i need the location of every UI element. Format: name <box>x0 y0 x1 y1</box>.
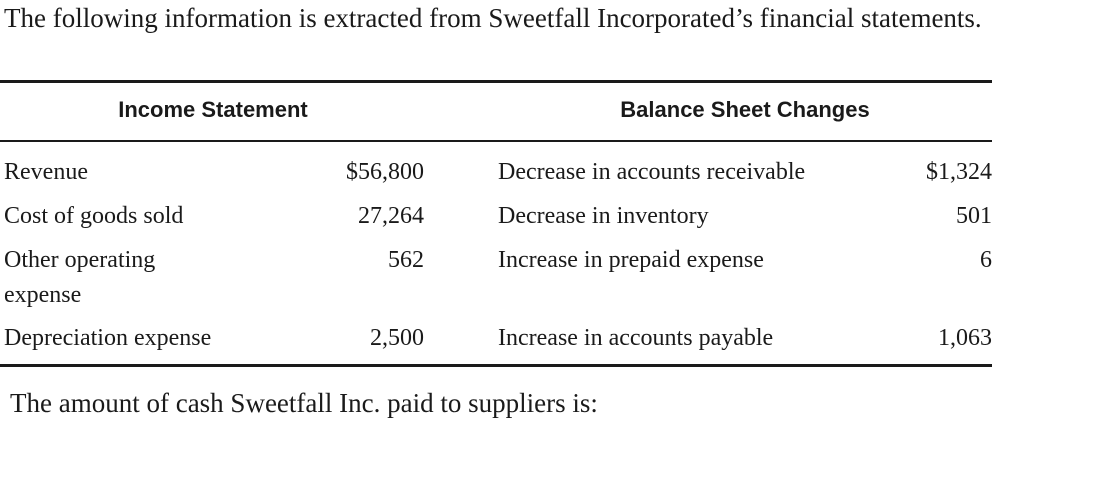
column-header: Income Statement <box>118 97 308 122</box>
amount: 6 <box>980 247 992 273</box>
top-rule <box>0 80 992 83</box>
line-item: Increase in accounts payable <box>498 325 774 351</box>
line-item: Cost of goods sold <box>4 203 184 229</box>
intro-text: The following information is extracted f… <box>4 3 982 33</box>
question-text: The amount of cash Sweetfall Inc. paid t… <box>10 388 598 418</box>
amount: 562 <box>388 247 424 273</box>
amount: 1,063 <box>938 325 992 351</box>
amount: 2,500 <box>370 325 424 351</box>
amount: 27,264 <box>358 203 424 229</box>
amount: $1,324 <box>926 159 992 185</box>
line-item: Decrease in inventory <box>498 203 709 229</box>
amount: $56,800 <box>346 159 424 185</box>
amount: 501 <box>956 203 992 229</box>
bottom-rule <box>0 364 992 367</box>
line-item: Other operating expense <box>4 247 156 308</box>
line-item: Decrease in accounts receivable <box>498 159 806 185</box>
line-item: Increase in prepaid expense <box>498 247 764 273</box>
line-item: Depreciation expense <box>4 325 212 351</box>
column-header: Balance Sheet Changes <box>620 97 870 122</box>
header-rule <box>0 140 992 142</box>
line-item: Revenue <box>4 159 88 185</box>
